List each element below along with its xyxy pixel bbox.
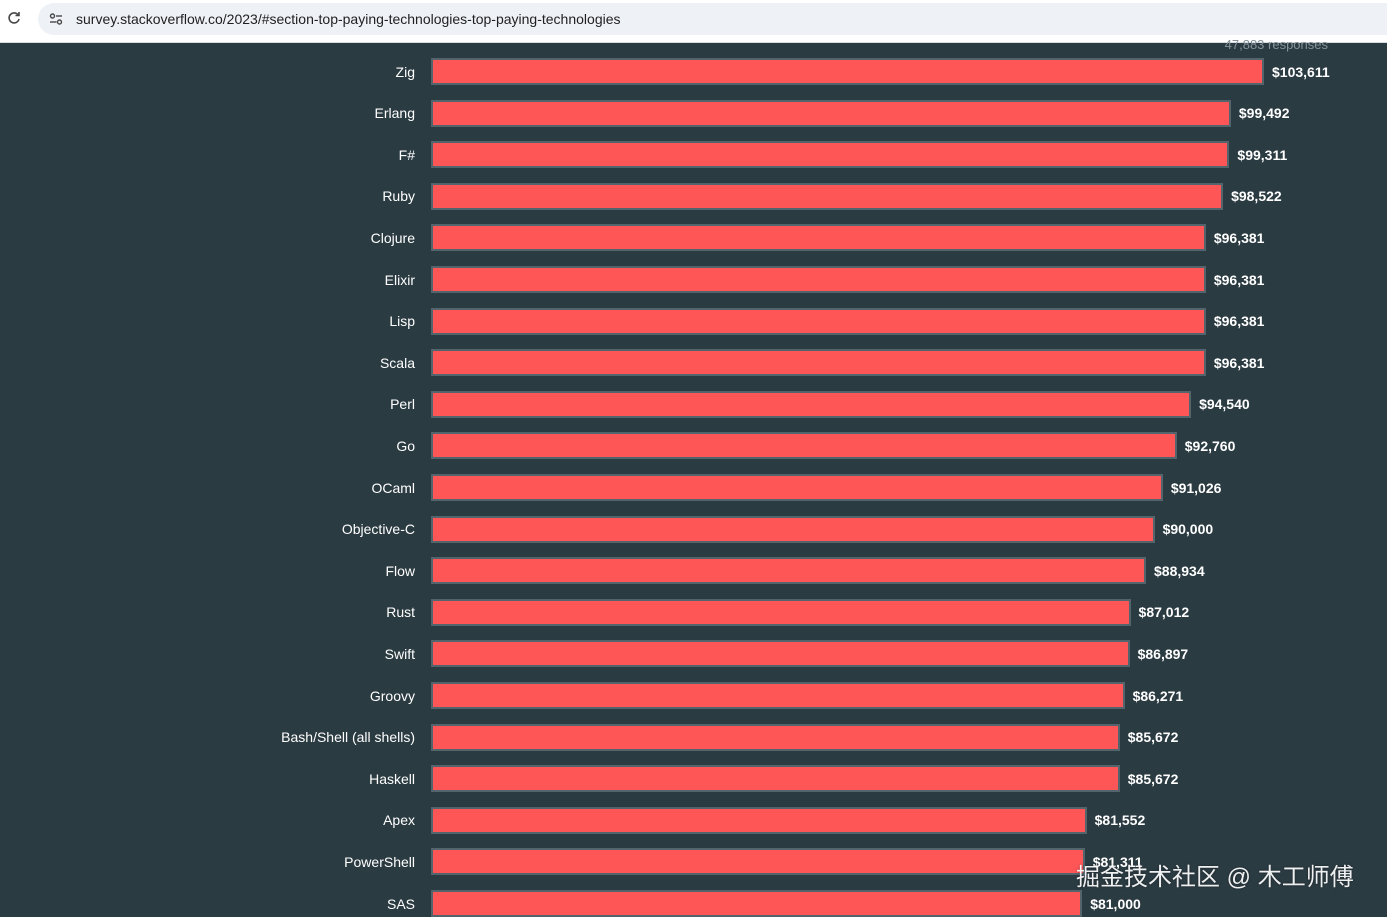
value-label: $81,552 — [1094, 812, 1146, 829]
value-label: $91,026 — [1170, 479, 1222, 496]
bar[interactable] — [431, 141, 1230, 169]
bar[interactable] — [431, 99, 1231, 127]
category-label: Apex — [383, 812, 415, 829]
category-label: Swift — [384, 645, 415, 662]
value-label: $99,311 — [1237, 146, 1288, 163]
category-label: Perl — [390, 396, 415, 413]
value-label: $96,381 — [1213, 354, 1265, 371]
browser-toolbar: survey.stackoverflow.co/2023/#section-to… — [0, 0, 1387, 43]
bar[interactable] — [431, 682, 1125, 709]
responses-count: 47,883 responses — [1224, 37, 1328, 52]
bar[interactable] — [431, 848, 1085, 876]
bar[interactable] — [431, 58, 1264, 85]
category-label: Ruby — [382, 188, 415, 205]
value-label: $86,897 — [1137, 645, 1189, 662]
value-label: $85,672 — [1127, 770, 1179, 787]
bar[interactable] — [431, 640, 1130, 668]
category-label: Groovy — [369, 687, 415, 704]
category-label: Bash/Shell (all shells) — [281, 729, 415, 746]
category-label: Haskell — [369, 770, 415, 787]
category-label: OCaml — [371, 479, 415, 496]
bar[interactable] — [431, 515, 1155, 543]
bar[interactable] — [431, 557, 1146, 585]
value-label: $96,381 — [1213, 229, 1265, 246]
category-label: F# — [398, 146, 415, 163]
category-label: Lisp — [389, 313, 415, 330]
value-label: $94,540 — [1199, 396, 1250, 413]
category-label: Clojure — [370, 229, 415, 246]
bar[interactable] — [431, 765, 1120, 793]
bar[interactable] — [431, 307, 1206, 335]
category-label: Elixir — [384, 271, 415, 288]
category-label: PowerShell — [344, 853, 415, 870]
category-label: Rust — [386, 604, 415, 621]
value-label: $99,492 — [1238, 105, 1290, 122]
value-label: $96,381 — [1213, 313, 1265, 330]
value-label: $98,522 — [1231, 188, 1282, 205]
value-label: $90,000 — [1162, 521, 1214, 538]
category-label: Scala — [379, 354, 415, 371]
bar[interactable] — [431, 390, 1192, 418]
bar[interactable] — [431, 723, 1120, 751]
bar[interactable] — [431, 474, 1163, 501]
value-label: $81,311 — [1092, 853, 1143, 870]
bar[interactable] — [431, 806, 1087, 834]
address-bar[interactable]: survey.stackoverflow.co/2023/#section-to… — [38, 3, 1387, 35]
bar[interactable] — [431, 432, 1177, 460]
site-info-icon[interactable] — [48, 11, 64, 27]
value-label: $96,381 — [1213, 271, 1265, 288]
url-text[interactable]: survey.stackoverflow.co/2023/#section-to… — [76, 11, 621, 27]
bar[interactable] — [431, 182, 1224, 210]
category-label: Go — [396, 437, 415, 454]
watermark: 掘金技术社区 @ 木工师傅 — [1076, 864, 1354, 891]
top-paying-technologies-chart: 47,883 responses Zig $103,611 Erlang $99,49… — [0, 37, 1387, 917]
bar[interactable] — [431, 598, 1131, 626]
category-label: Erlang — [374, 105, 415, 122]
category-label: Flow — [385, 562, 415, 579]
value-label: $92,760 — [1184, 437, 1236, 454]
reload-icon[interactable] — [6, 10, 22, 26]
bar[interactable] — [431, 266, 1206, 293]
bar[interactable] — [431, 224, 1206, 252]
value-label: $103,611 — [1272, 63, 1330, 80]
category-label: Zig — [395, 63, 415, 80]
bar[interactable] — [431, 349, 1206, 377]
category-label: SAS — [386, 895, 415, 912]
category-label: Objective-C — [341, 521, 415, 538]
value-label: $87,012 — [1138, 604, 1190, 621]
value-label: $81,000 — [1090, 895, 1141, 912]
value-label: $85,672 — [1127, 729, 1179, 746]
value-label: $88,934 — [1154, 562, 1205, 579]
value-label: $86,271 — [1132, 687, 1184, 704]
